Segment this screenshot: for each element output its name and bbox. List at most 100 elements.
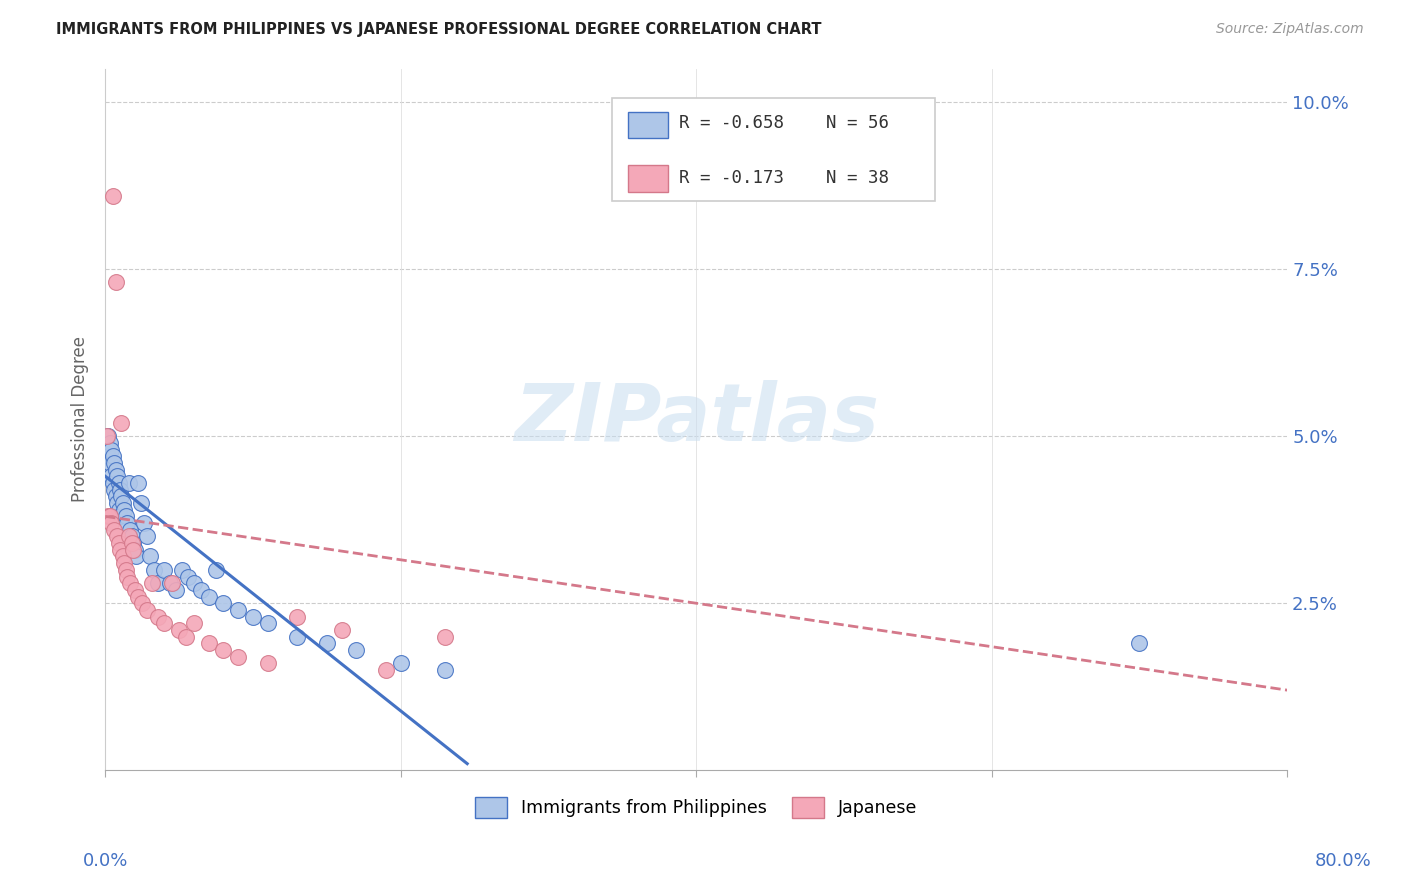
Point — [105, 496, 128, 510]
Point — [100, 442, 122, 457]
Point — [112, 502, 135, 516]
Point — [101, 188, 124, 202]
Point — [103, 523, 125, 537]
Text: 0.0%: 0.0% — [83, 852, 128, 870]
Point — [389, 657, 412, 671]
Point — [105, 529, 128, 543]
Point — [121, 536, 143, 550]
Point — [330, 623, 353, 637]
Point — [115, 509, 138, 524]
Point — [101, 475, 124, 490]
Text: 80.0%: 80.0% — [1315, 852, 1371, 870]
Point — [98, 509, 121, 524]
Point — [97, 509, 120, 524]
Point — [148, 576, 170, 591]
Point — [153, 563, 176, 577]
Point — [117, 569, 139, 583]
Point — [107, 536, 129, 550]
Point — [118, 529, 141, 543]
Point — [124, 542, 146, 557]
Point — [127, 590, 149, 604]
Point — [127, 475, 149, 490]
Point — [344, 643, 367, 657]
Point — [115, 563, 138, 577]
Point — [97, 429, 120, 443]
Point — [153, 616, 176, 631]
Point — [111, 549, 134, 564]
Point — [212, 596, 235, 610]
Point — [98, 456, 121, 470]
Point — [108, 542, 131, 557]
Point — [170, 563, 193, 577]
Point — [242, 609, 264, 624]
Point — [97, 449, 120, 463]
Point — [226, 603, 249, 617]
Text: ZIPatlas: ZIPatlas — [513, 380, 879, 458]
Point — [118, 475, 141, 490]
Point — [96, 429, 118, 443]
Point — [125, 549, 148, 564]
Point — [111, 496, 134, 510]
Point — [105, 469, 128, 483]
Y-axis label: Professional Degree: Professional Degree — [72, 336, 89, 502]
Text: R = -0.658    N = 56: R = -0.658 N = 56 — [679, 114, 889, 132]
Point — [135, 529, 157, 543]
Point — [103, 456, 125, 470]
Point — [110, 416, 132, 430]
Point — [132, 516, 155, 530]
Point — [160, 576, 183, 591]
Point — [129, 496, 152, 510]
Point — [100, 516, 122, 530]
Point — [117, 516, 139, 530]
Point — [101, 449, 124, 463]
Point — [434, 663, 457, 677]
Point — [167, 623, 190, 637]
Point — [256, 616, 278, 631]
Point — [96, 442, 118, 457]
Text: Source: ZipAtlas.com: Source: ZipAtlas.com — [1216, 22, 1364, 37]
Point — [141, 576, 163, 591]
Point — [434, 630, 457, 644]
Text: R = -0.173    N = 38: R = -0.173 N = 38 — [679, 169, 889, 187]
Point — [100, 469, 122, 483]
Point — [124, 582, 146, 597]
Point — [143, 563, 166, 577]
Point — [104, 489, 127, 503]
Point — [374, 663, 396, 677]
Point — [285, 630, 308, 644]
Point — [165, 582, 187, 597]
Point — [205, 563, 228, 577]
Point — [148, 609, 170, 624]
Point — [285, 609, 308, 624]
Point — [108, 509, 131, 524]
Point — [107, 502, 129, 516]
Point — [197, 636, 219, 650]
Point — [122, 536, 145, 550]
Point — [112, 556, 135, 570]
Text: IMMIGRANTS FROM PHILIPPINES VS JAPANESE PROFESSIONAL DEGREE CORRELATION CHART: IMMIGRANTS FROM PHILIPPINES VS JAPANESE … — [56, 22, 821, 37]
Point — [131, 596, 153, 610]
Point — [103, 483, 125, 497]
Legend: Immigrants from Philippines, Japanese: Immigrants from Philippines, Japanese — [468, 789, 924, 825]
Point — [110, 489, 132, 503]
Point — [226, 649, 249, 664]
Point — [315, 636, 337, 650]
Point — [135, 603, 157, 617]
Point — [190, 582, 212, 597]
Point — [177, 569, 200, 583]
Point — [183, 616, 205, 631]
Point — [107, 475, 129, 490]
Point — [98, 435, 121, 450]
Point — [120, 523, 142, 537]
Point — [197, 590, 219, 604]
Point — [212, 643, 235, 657]
Point — [159, 576, 181, 591]
Point — [1128, 636, 1150, 650]
Point — [122, 542, 145, 557]
Point — [120, 576, 142, 591]
Point — [256, 657, 278, 671]
Point — [104, 462, 127, 476]
Point — [104, 276, 127, 290]
Point — [121, 529, 143, 543]
Point — [176, 630, 198, 644]
